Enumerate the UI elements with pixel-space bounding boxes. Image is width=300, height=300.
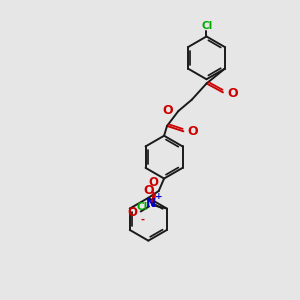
Text: +: + [155, 192, 163, 201]
Text: Cl: Cl [201, 21, 213, 31]
Text: O: O [227, 87, 238, 100]
Text: O: O [127, 206, 137, 219]
Text: O: O [162, 104, 173, 117]
Text: O: O [148, 176, 158, 189]
Text: Cl: Cl [136, 202, 148, 212]
Text: N: N [146, 197, 155, 210]
Text: O: O [143, 184, 154, 197]
Text: O: O [188, 125, 198, 138]
Text: -: - [141, 215, 145, 225]
